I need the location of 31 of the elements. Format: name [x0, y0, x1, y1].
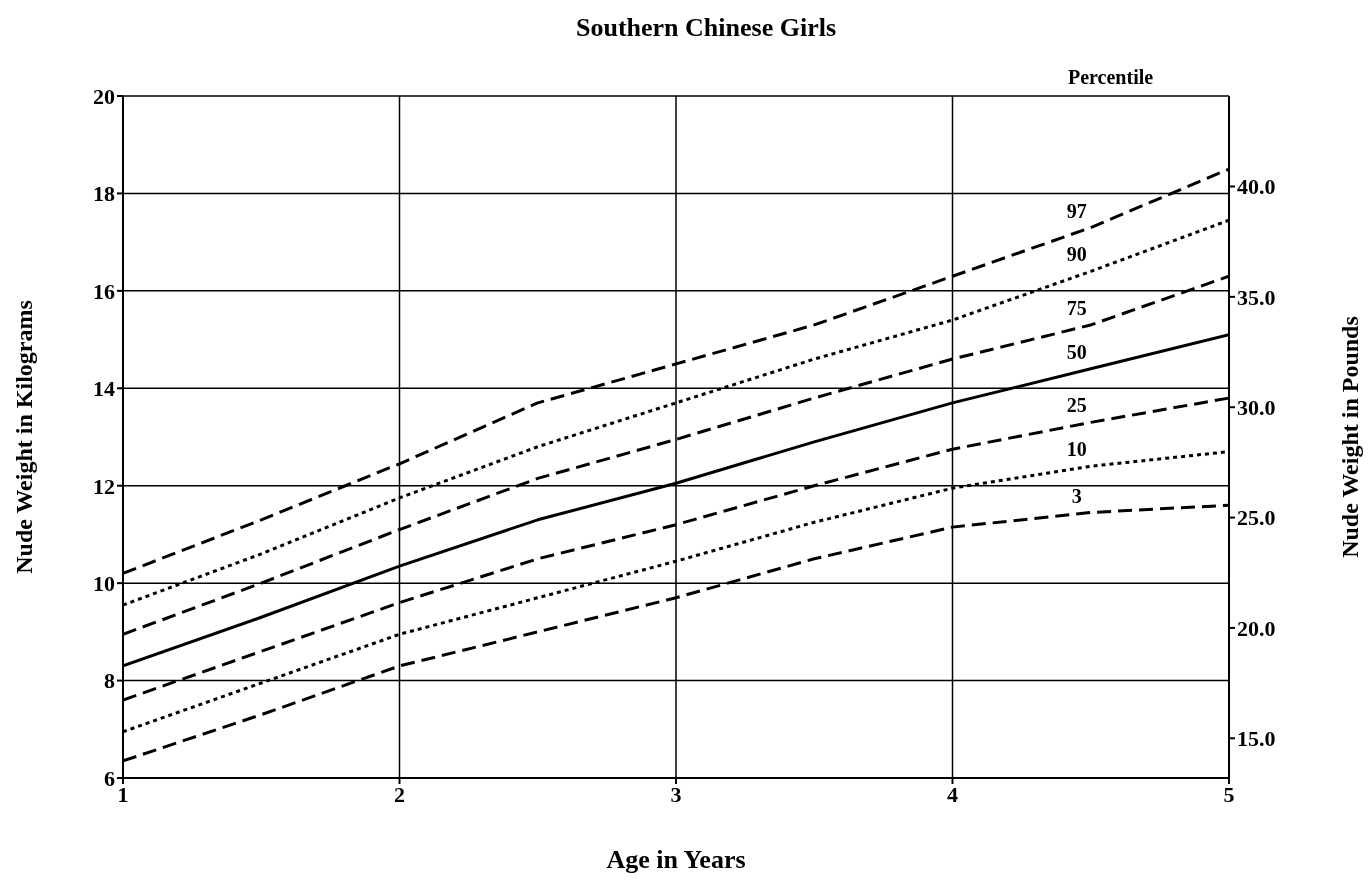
- series-label: 75: [1066, 296, 1087, 319]
- x-tick-label: 3: [670, 781, 682, 807]
- y-tick-label: 14: [93, 376, 115, 402]
- y2-axis-title: Nude Weight in Pounds: [1336, 316, 1363, 558]
- chart-title: Southern Chinese Girls: [575, 12, 837, 44]
- y-tick-label: 20: [93, 83, 115, 109]
- x-tick-label: 4: [947, 781, 958, 807]
- y-tick-label: 8: [104, 668, 115, 694]
- y-tick-label: 10: [93, 570, 115, 596]
- series-label: 10: [1066, 438, 1087, 461]
- series-label: 90: [1066, 243, 1087, 266]
- y2-tick-label: 35.0: [1237, 284, 1276, 310]
- x-tick-label: 5: [1223, 781, 1235, 807]
- y2-tick-label: 20.0: [1237, 615, 1276, 641]
- y2-tick-label: 25.0: [1237, 505, 1276, 531]
- series-label: 97: [1066, 199, 1087, 222]
- x-tick-label: 2: [394, 781, 405, 807]
- y-tick-label: 12: [93, 473, 115, 499]
- series-label: 3: [1071, 484, 1082, 507]
- x-axis-title: Age in Years: [606, 845, 746, 874]
- y-tick-label: 18: [93, 181, 115, 207]
- y2-tick-label: 30.0: [1237, 395, 1276, 421]
- y2-tick-label: 40.0: [1237, 174, 1276, 200]
- y-tick-label: 16: [93, 278, 115, 304]
- y-axis-title: Nude Weight in Kilograms: [10, 300, 37, 574]
- x-tick-label: 1: [117, 781, 129, 807]
- y2-tick-label: 15.0: [1237, 726, 1276, 752]
- series-label: 25: [1066, 394, 1087, 417]
- series-label: 50: [1066, 340, 1087, 363]
- legend-title: Percentile: [1068, 66, 1154, 89]
- y-tick-label: 6: [104, 765, 115, 791]
